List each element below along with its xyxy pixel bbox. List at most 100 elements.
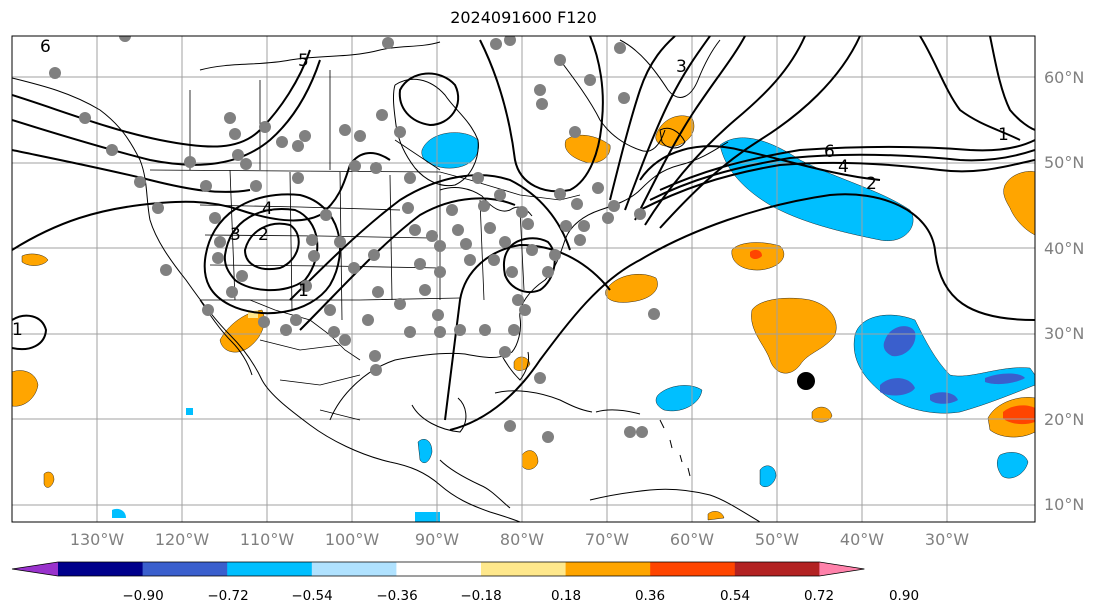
colorbar-segment <box>311 562 397 576</box>
contour-label: 4 <box>838 157 849 177</box>
contour-label: 4 <box>262 199 273 219</box>
station-dot <box>370 364 382 376</box>
station-dot <box>479 324 491 336</box>
anomaly-shading <box>12 115 1035 522</box>
station-dot <box>394 126 406 138</box>
contour-north-4 <box>644 36 806 226</box>
lon-label-90W: 90°W <box>415 530 459 549</box>
station-dot <box>402 202 414 214</box>
station-dot <box>362 314 374 326</box>
coastline-newfoundland <box>659 127 686 149</box>
orange-patch-mid <box>605 274 658 303</box>
orange-patch-pacific <box>21 253 49 266</box>
station-dot <box>499 236 511 248</box>
colorbar-tick: 0.90 <box>889 588 919 604</box>
blue-patch-small-3 <box>417 439 433 463</box>
latitude-labels: 60°N 50°N 40°N 30°N 20°N 10°N <box>1044 68 1084 514</box>
mexico-states <box>259 339 361 421</box>
station-dot <box>549 249 561 261</box>
lon-label-100W: 100°W <box>325 530 380 549</box>
colorbar-tick: −0.36 <box>376 588 417 604</box>
coastline-hispaniola <box>595 409 641 415</box>
station-dot <box>229 128 241 140</box>
station-dot <box>624 426 636 438</box>
lat-label-60N: 60°N <box>1044 68 1084 87</box>
station-dot <box>308 250 320 262</box>
colorbar-segment <box>565 562 651 576</box>
orange-patch-small-1 <box>811 406 833 423</box>
station-dot <box>202 304 214 316</box>
station-dot <box>478 200 490 212</box>
colorbar-segment <box>396 562 482 576</box>
station-dot <box>419 284 431 296</box>
station-dots <box>49 36 660 443</box>
station-dot <box>608 200 620 212</box>
station-dot <box>409 224 421 236</box>
orange-patch-small-5 <box>43 471 55 488</box>
contour-far-ne-2 <box>989 36 1035 131</box>
station-dot <box>578 220 590 232</box>
longitude-labels: 130°W 120°W 110°W 100°W 90°W 80°W 70°W 6… <box>70 530 969 549</box>
station-dot <box>490 38 502 50</box>
lat-label-50N: 50°N <box>1044 153 1084 172</box>
colorbar-tick: −0.18 <box>460 588 501 604</box>
station-dot <box>464 254 476 266</box>
station-dot <box>106 144 118 156</box>
blue-patch-small-2 <box>759 465 777 487</box>
contour-far-ne-1 <box>919 36 1021 141</box>
contour-jet-2 <box>649 149 1035 201</box>
contour-label: 3 <box>676 57 687 77</box>
coastline-caribbean-islands <box>659 419 691 477</box>
blue-patch-small-6 <box>186 408 193 415</box>
lat-label-20N: 20°N <box>1044 410 1084 429</box>
station-dot <box>454 324 466 336</box>
contour-labels: 6 5 4 3 2 1 6 4 2 1 1 3 <box>12 37 1009 340</box>
colorbar-tick: −0.72 <box>207 588 248 604</box>
colorbar-segment <box>650 562 736 576</box>
lat-lon-grid <box>12 36 1035 522</box>
station-dot <box>49 67 61 79</box>
station-dot <box>512 294 524 306</box>
contour-jet-3 <box>659 139 1035 191</box>
colorbar-tick: 0.72 <box>804 588 834 604</box>
station-dot <box>648 308 660 320</box>
station-dot <box>240 158 252 170</box>
lon-label-40W: 40°W <box>840 530 884 549</box>
storm-position-marker <box>797 372 815 390</box>
orange-patch-small-2 <box>521 450 539 470</box>
lon-label-80W: 80°W <box>500 530 544 549</box>
station-dot <box>434 326 446 338</box>
colorbar-tick: −0.90 <box>122 588 163 604</box>
coastline-greenland <box>619 39 721 98</box>
station-dot <box>209 212 221 224</box>
station-dot <box>554 54 566 66</box>
station-dot <box>280 324 292 336</box>
contour-west-2 <box>12 59 321 166</box>
contour-north-1 <box>609 36 676 201</box>
station-dot <box>224 112 236 124</box>
contour-low-1 <box>243 222 300 270</box>
lon-label-30W: 30°W <box>925 530 969 549</box>
station-dot <box>250 180 262 192</box>
station-dot <box>602 212 614 224</box>
colorbar-segment <box>227 562 313 576</box>
lon-label-130W: 130°W <box>70 530 125 549</box>
station-dot <box>324 304 336 316</box>
station-dot <box>574 234 586 246</box>
colorbar-tick: −0.54 <box>291 588 332 604</box>
contour-jet-1 <box>639 159 1035 211</box>
contour-label: 6 <box>824 142 835 162</box>
lon-label-110W: 110°W <box>240 530 295 549</box>
contour-west-1 <box>12 49 311 148</box>
station-dot <box>554 188 566 200</box>
station-dot <box>349 160 361 172</box>
station-dot <box>571 198 583 210</box>
station-dot <box>526 244 538 256</box>
station-dot <box>636 426 648 438</box>
station-dot <box>452 224 464 236</box>
station-dot <box>184 156 196 168</box>
station-dot <box>160 264 172 276</box>
station-dot <box>434 240 446 252</box>
contour-hudson-low <box>398 72 460 127</box>
